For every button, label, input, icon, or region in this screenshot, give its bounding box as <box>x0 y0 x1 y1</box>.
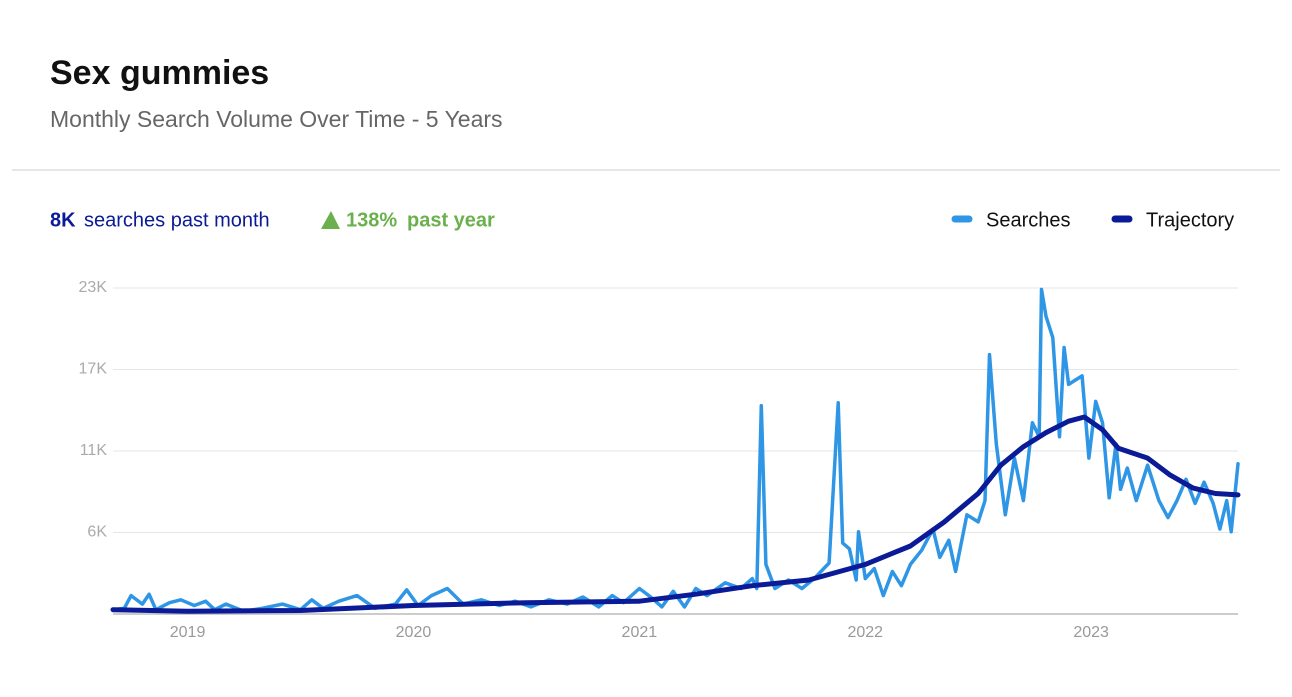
x-tick-label: 2023 <box>1073 624 1109 641</box>
chart-subtitle: Monthly Search Volume Over Time - 5 Year… <box>50 106 503 132</box>
month-label: searches past month <box>84 209 270 231</box>
growth-value: 138% <box>346 209 397 231</box>
legend-label: Searches <box>986 209 1071 231</box>
y-tick-label: 6K <box>87 524 107 541</box>
line-0 <box>111 287 1240 613</box>
x-tick-label: 2020 <box>396 624 432 641</box>
line-1 <box>110 414 1241 614</box>
y-tick-label: 17K <box>79 361 108 378</box>
growth-label: past year <box>407 209 495 231</box>
y-tick-label: 23K <box>79 279 108 296</box>
x-tick-label: 2019 <box>170 624 206 641</box>
legend-label: Trajectory <box>1146 209 1234 231</box>
y-tick-label: 11K <box>80 442 108 459</box>
x-tick-label: 2021 <box>622 624 658 641</box>
month-value: 8K <box>50 209 76 231</box>
chart-title: Sex gummies <box>50 54 269 92</box>
x-tick-label: 2022 <box>847 624 883 641</box>
growth-arrow <box>321 211 340 229</box>
